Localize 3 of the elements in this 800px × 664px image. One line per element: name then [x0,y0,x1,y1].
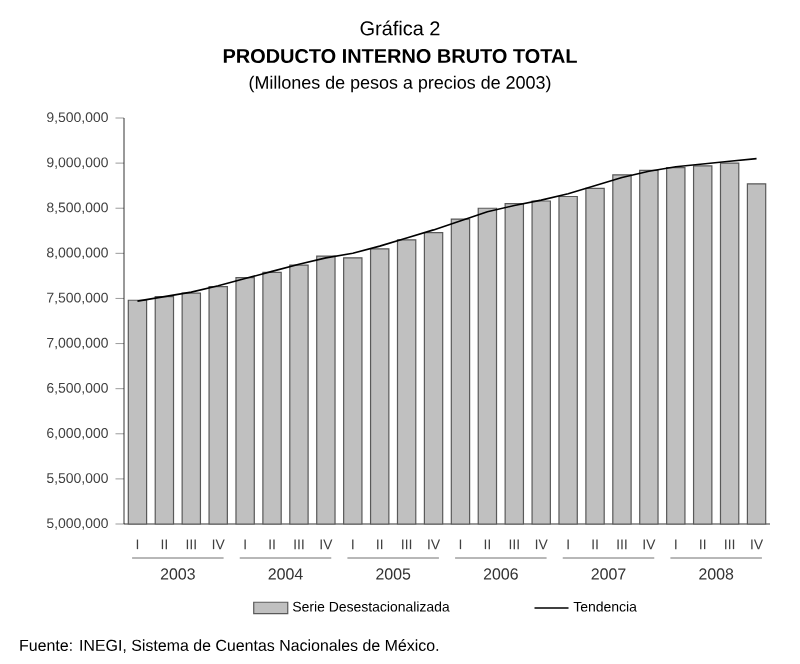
chart-title: PRODUCTO INTERNO BRUTO TOTAL [223,48,577,64]
chart-subtitle: (Millones de pesos a precios de 2003) [249,75,551,93]
text: Gráfica 2 [360,20,440,36]
